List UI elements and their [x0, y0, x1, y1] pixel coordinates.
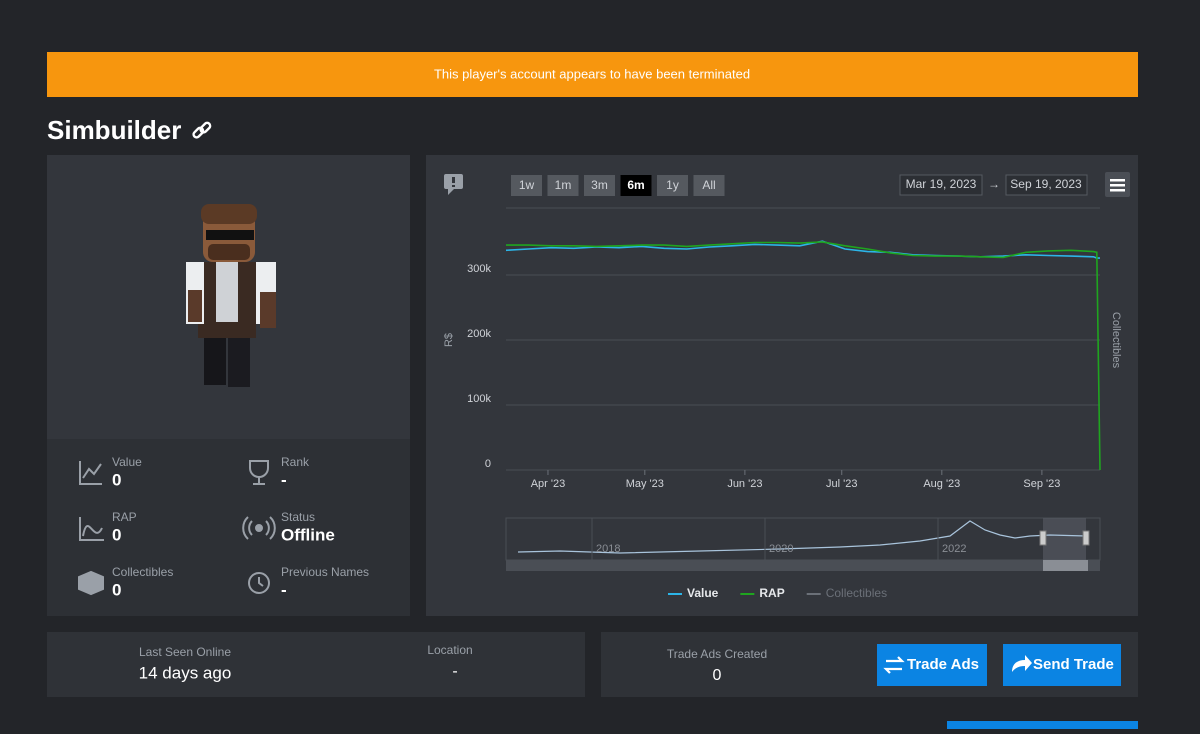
scrollbar-thumb[interactable] [1043, 560, 1088, 571]
stat-value: 0 [112, 580, 121, 599]
range-button[interactable]: 3m [584, 175, 615, 196]
last-seen-label: Last Seen Online [139, 645, 231, 659]
y-tick-label: 300k [467, 263, 491, 275]
x-tick-label: Sep '23 [1023, 478, 1060, 490]
stat-label: Value [112, 455, 142, 469]
legend-label: RAP [759, 586, 784, 600]
range-button-bg [620, 175, 652, 196]
scrollbar[interactable] [506, 560, 1100, 571]
navigator-line [517, 520, 1087, 554]
range-button-label: 1m [555, 178, 572, 192]
stat-icons [78, 460, 276, 596]
stat-value: 0 [112, 470, 121, 489]
comment-icon[interactable] [444, 174, 463, 195]
navigator-label: 2020 [769, 543, 793, 555]
location-label: Location [427, 643, 472, 657]
range-button-label: 6m [627, 178, 644, 192]
y-tick-label: 0 [485, 458, 491, 470]
series-line [506, 241, 1101, 471]
legend-item[interactable]: Collectibles [806, 586, 887, 600]
activity-panel [47, 632, 585, 697]
date-arrow: → [988, 177, 1000, 191]
stat-value: - [281, 470, 287, 489]
last-seen: 14 days ago [139, 663, 232, 682]
stat-value: Offline [281, 525, 335, 544]
button-label: Send Trade [1033, 656, 1114, 673]
range-button[interactable]: All [693, 175, 725, 196]
trade-ads-label: Trade Ads Created [667, 647, 767, 661]
stats-panel [47, 439, 410, 616]
banner [47, 52, 1138, 97]
legend-item[interactable]: RAP [740, 586, 785, 600]
date-to: Sep 19, 2023 [1010, 177, 1082, 191]
send-trade-button[interactable]: Send Trade [1003, 644, 1121, 686]
range-button-bg [511, 175, 542, 196]
location: - [452, 663, 457, 680]
range-button-bg [584, 175, 615, 196]
stat-label: Previous Names [281, 565, 369, 579]
stat-label: Rank [281, 455, 310, 469]
link-icon[interactable] [192, 121, 212, 139]
range-button-bg [657, 175, 688, 196]
date-from: Mar 19, 2023 [906, 177, 977, 191]
legend-label: Value [687, 586, 719, 600]
range-button-bg [693, 175, 725, 196]
trade-ads-button[interactable]: Trade Ads [877, 644, 987, 686]
stat-label: RAP [112, 510, 137, 524]
navigator-selection[interactable] [1043, 518, 1086, 560]
x-tick-label: Jul '23 [826, 478, 857, 490]
navigator-label: 2018 [596, 543, 620, 555]
y-axis-label: R$ [443, 333, 455, 347]
stat-value: - [281, 580, 287, 599]
legend-item[interactable]: Value [668, 586, 719, 600]
button-label: Trade Ads [907, 656, 979, 673]
stat-label: Status [281, 510, 315, 524]
banner-text: This player's account appears to have be… [434, 66, 750, 81]
legend-label: Collectibles [826, 586, 887, 600]
range-button[interactable]: 6m [620, 175, 652, 196]
range-button-label: 1y [666, 178, 679, 192]
date-from-box[interactable] [899, 174, 983, 196]
dynamic: Value0Rank-RAP0StatusOfflineCollectibles… [112, 175, 1101, 600]
y-tick-label: 200k [467, 328, 491, 340]
range-button-label: 1w [519, 178, 535, 192]
range-button-label: 3m [591, 178, 608, 192]
range-button[interactable]: 1m [547, 175, 579, 196]
avatar [186, 204, 276, 387]
x-tick-label: Apr '23 [531, 478, 566, 490]
stat-label: Collectibles [112, 565, 173, 579]
navigator-label: 2022 [942, 543, 966, 555]
range-button-bg [547, 175, 579, 196]
cut-off-button[interactable] [947, 721, 1138, 729]
x-tick-label: Jun '23 [727, 478, 762, 490]
navigator-handle[interactable] [1039, 530, 1047, 546]
trade-ads-count: 0 [713, 667, 722, 684]
y-tick-label: 100k [467, 393, 491, 405]
x-tick-label: Aug '23 [923, 478, 960, 490]
navigator-handle[interactable] [1082, 530, 1090, 546]
x-tick-label: May '23 [626, 478, 664, 490]
range-button[interactable]: 1y [657, 175, 688, 196]
stat-value: 0 [112, 525, 121, 544]
username: Simbuilder [47, 115, 181, 145]
menu-button[interactable] [1105, 172, 1130, 197]
y2-axis-label: Collectibles [1110, 312, 1122, 369]
date-to-box[interactable] [1005, 174, 1088, 196]
range-button-label: All [702, 178, 715, 192]
range-button[interactable]: 1w [511, 175, 542, 196]
